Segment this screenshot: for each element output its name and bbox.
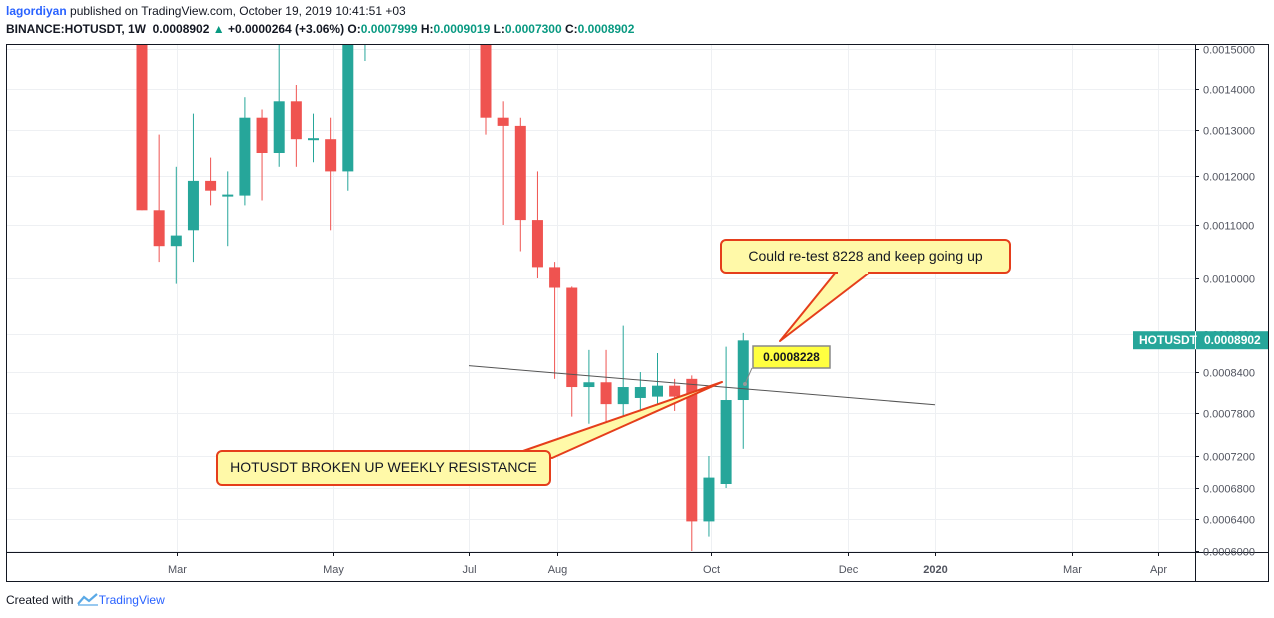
annotations: HOTUSDT 0.0008902 0.0008228 Could re-test 8… bbox=[216, 239, 1268, 486]
y-tick-label: 0.0011000 bbox=[1203, 221, 1254, 233]
x-tick-label: Dec bbox=[839, 564, 859, 576]
x-tick-label: Mar bbox=[168, 564, 187, 576]
candle-body bbox=[273, 101, 285, 153]
x-tick-label: Oct bbox=[703, 564, 720, 576]
callout-retest: Could re-test 8228 and keep going up bbox=[720, 239, 1011, 342]
last-price-symbol: HOTUSDT bbox=[1139, 333, 1198, 347]
y-tick-label: 0.0006000 bbox=[1203, 547, 1255, 559]
candle-body bbox=[549, 267, 561, 288]
symbol-legend: BINANCE:HOTUSDT, 1W 0.0008902 ▲ +0.00002… bbox=[6, 22, 634, 36]
candle-body bbox=[187, 180, 199, 231]
x-tick-label: May bbox=[323, 564, 344, 576]
candle-body bbox=[652, 385, 663, 397]
y-tick-label: 0.0008400 bbox=[1203, 368, 1255, 380]
candle-body bbox=[669, 385, 681, 397]
callout-retest-seam bbox=[838, 270, 868, 274]
candle-body bbox=[308, 138, 319, 141]
candle-body bbox=[497, 117, 509, 126]
open-label: O: bbox=[347, 22, 361, 36]
tradingview-link[interactable]: TradingView bbox=[98, 593, 165, 607]
y-tick-label: 0.0015000 bbox=[1203, 45, 1255, 57]
level-label-bg bbox=[752, 345, 831, 369]
x-axis: Mar May Jul Aug Oct Dec 2020 Mar Apr bbox=[168, 552, 1167, 576]
author-link[interactable]: lagordiyan bbox=[6, 4, 67, 18]
candle-body bbox=[205, 180, 217, 191]
callout-breakout: HOTUSDT BROKEN UP WEEKLY RESISTANCE bbox=[216, 381, 723, 486]
last-price-value: 0.0008902 bbox=[1204, 333, 1261, 347]
candle-body bbox=[600, 382, 612, 405]
candle-body bbox=[239, 117, 251, 196]
x-tick-label: 2020 bbox=[923, 564, 947, 576]
y-tick-label: 0.0007200 bbox=[1203, 452, 1255, 464]
x-tick-label: Aug bbox=[548, 564, 568, 576]
price-change: +0.0000264 (+3.06%) bbox=[227, 22, 345, 36]
up-arrow-icon: ▲ bbox=[212, 22, 225, 36]
last-price-bg bbox=[1133, 331, 1268, 350]
y-tick-label: 0.0012000 bbox=[1203, 172, 1255, 184]
y-tick-label: 0.0006800 bbox=[1203, 484, 1255, 496]
candle-body bbox=[737, 340, 749, 401]
candle-body bbox=[617, 387, 629, 405]
candle-body bbox=[153, 210, 165, 247]
level-label-pointer bbox=[744, 367, 753, 385]
candle-body bbox=[136, 45, 148, 211]
candle-body bbox=[514, 125, 526, 221]
y-axis: 0.0006000 0.0006400 0.0006800 0.0007200 0.00… bbox=[7, 45, 1268, 581]
last-price-label: HOTUSDT 0.0008902 bbox=[1133, 331, 1268, 350]
callout-retest-text: Could re-test 8228 and keep going up bbox=[748, 248, 982, 264]
y-tick-label: 0.0006400 bbox=[1203, 515, 1255, 527]
candle-body bbox=[290, 101, 302, 140]
plot-area[interactable] bbox=[6, 44, 1269, 582]
callout-breakout-seam bbox=[522, 453, 548, 459]
tradingview-logo-icon bbox=[76, 593, 98, 606]
publish-info: lagordiyan published on TradingView.com,… bbox=[6, 4, 406, 18]
symbol-name: BINANCE:HOTUSDT, 1W bbox=[6, 22, 146, 36]
y-tick-label: 0.0014000 bbox=[1203, 85, 1255, 97]
resistance-trendline bbox=[468, 365, 936, 406]
level-anchor-dot bbox=[743, 382, 747, 386]
callout-breakout-text: HOTUSDT BROKEN UP WEEKLY RESISTANCE bbox=[230, 459, 537, 475]
x-tick-label: Jul bbox=[462, 564, 476, 576]
candle-body bbox=[634, 387, 646, 398]
candle-body bbox=[686, 378, 698, 522]
published-text: published on TradingView.com, October 19… bbox=[70, 4, 406, 18]
y-tick-label: 0.0013000 bbox=[1203, 126, 1255, 138]
x-tick-label: Mar bbox=[1063, 564, 1082, 576]
candle-body bbox=[342, 45, 354, 172]
candle-body bbox=[531, 220, 543, 268]
y-tick-label: 0.0010000 bbox=[1203, 274, 1255, 286]
high-value: 0.0009019 bbox=[433, 22, 491, 36]
callout-breakout-box bbox=[216, 450, 551, 486]
candle-body bbox=[583, 382, 595, 388]
candle-body bbox=[566, 287, 578, 388]
low-value: 0.0007300 bbox=[504, 22, 562, 36]
candle-body bbox=[703, 477, 715, 522]
level-label-text: 0.0008228 bbox=[763, 350, 820, 364]
close-label: C: bbox=[565, 22, 578, 36]
candle-body bbox=[256, 117, 268, 153]
gridlines bbox=[7, 45, 1195, 552]
last-price: 0.0008902 bbox=[152, 22, 210, 36]
candle-body bbox=[720, 400, 732, 484]
x-tick-label: Apr bbox=[1150, 564, 1167, 576]
low-label: L: bbox=[493, 22, 505, 36]
level-label: 0.0008228 bbox=[743, 345, 831, 386]
open-value: 0.0007999 bbox=[360, 22, 418, 36]
close-value: 0.0008902 bbox=[577, 22, 635, 36]
candle-body bbox=[170, 235, 182, 247]
callout-retest-pointer bbox=[779, 271, 871, 342]
candles bbox=[136, 45, 749, 551]
candle-body bbox=[480, 45, 492, 118]
candle-body bbox=[325, 139, 337, 172]
footer: Created with TradingView bbox=[6, 593, 165, 607]
created-with-text: Created with bbox=[6, 593, 74, 607]
y-tick-label: 0.0007800 bbox=[1203, 409, 1255, 421]
high-label: H: bbox=[420, 22, 434, 36]
candle-body bbox=[222, 194, 234, 197]
